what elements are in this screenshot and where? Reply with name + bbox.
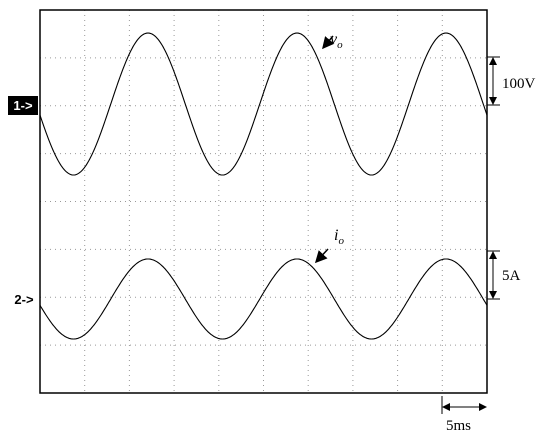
- channel-1-badge: [8, 96, 38, 115]
- channel-2-marker: 2->: [14, 292, 34, 307]
- current-scale: 5A: [502, 268, 521, 284]
- trace-1-label: vo: [330, 31, 343, 51]
- screen-frame: [39, 9, 488, 394]
- trace-2-label: io: [334, 227, 344, 247]
- voltage-scale: 100V: [502, 76, 536, 92]
- current-trace: [39, 258, 488, 340]
- label-subscript: o: [337, 39, 343, 51]
- label-arrow: [322, 35, 335, 50]
- channel-1-marker: 1->: [13, 98, 33, 113]
- grid: [40, 10, 487, 393]
- label-arrow: [314, 248, 329, 264]
- label-subscript: o: [338, 235, 344, 247]
- time-scale: 5ms: [446, 418, 471, 434]
- voltage-trace: [39, 32, 488, 176]
- label-main: i: [334, 227, 338, 244]
